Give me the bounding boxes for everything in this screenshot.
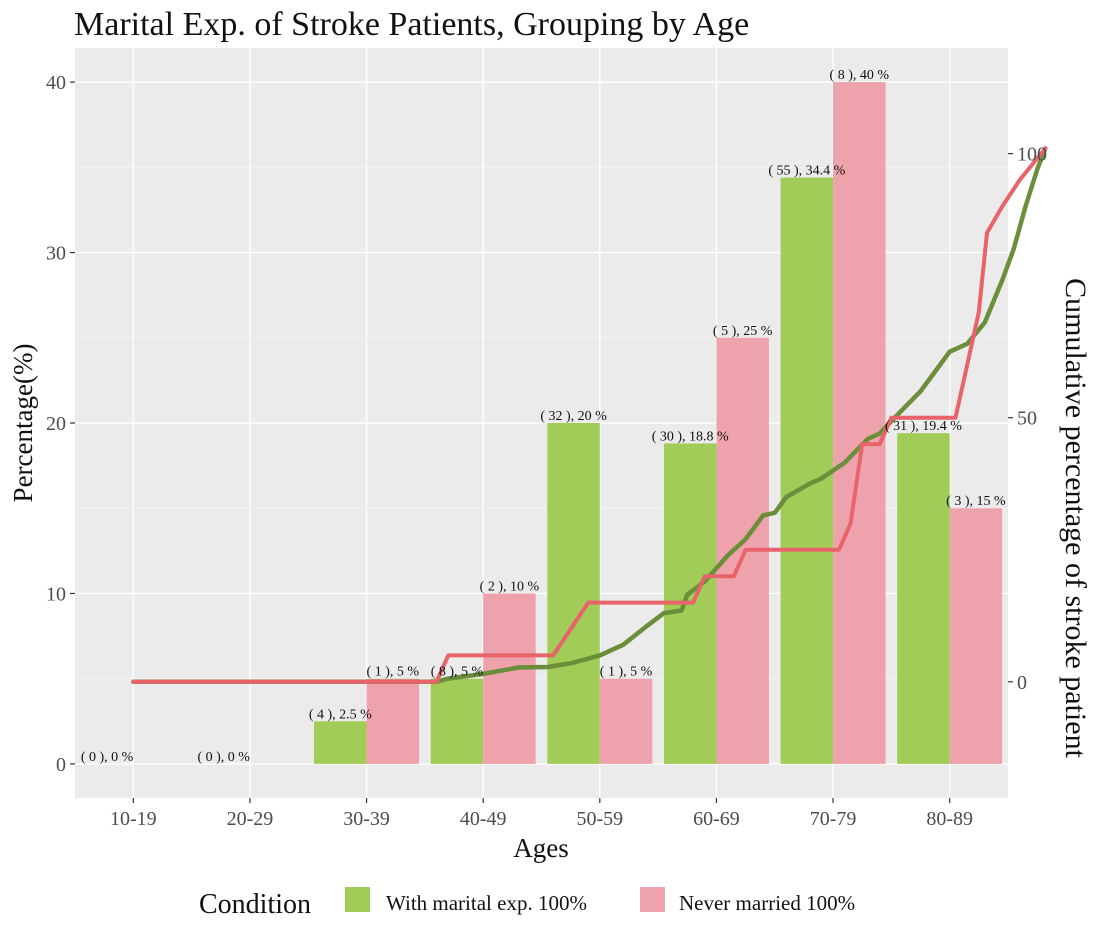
x-tick-label: 20-29	[227, 808, 274, 830]
bar-with-marital-80-89	[897, 433, 950, 764]
cumulative-line-never-married	[131, 146, 1048, 684]
data-label: ( 8 ), 5 %	[431, 665, 484, 680]
data-label: ( 0 ), 0 %	[197, 750, 250, 765]
data-label: ( 2 ), 10 %	[480, 579, 540, 594]
chart-title: Marital Exp. of Stroke Patients, Groupin…	[74, 6, 749, 43]
x-axis: 10-19 20-29 30-39 40-49 50-59 60-69 70-79 80-89	[110, 798, 973, 830]
y-tick-label: 0	[56, 754, 66, 776]
bar-with-marital-30-39	[314, 721, 367, 764]
legend-swatch-never-married	[640, 887, 665, 912]
bar-with-marital-50-59	[547, 423, 600, 764]
y2-axis-title: Cumulative percentage of stroke patient	[1059, 278, 1092, 758]
bar-never-married-80-89	[949, 508, 1003, 764]
x-tick-label: 70-79	[810, 808, 857, 830]
legend-label-never-married: Never married 100%	[679, 891, 855, 915]
y2-tick-label: 100	[1017, 144, 1047, 166]
y-tick-label: 40	[46, 72, 66, 94]
data-label: ( 31 ), 19.4 %	[885, 419, 962, 434]
legend-swatch-with-marital	[345, 887, 370, 912]
cumulative-lines	[131, 146, 1048, 685]
data-label: ( 4 ), 2.5 %	[309, 707, 372, 722]
y-tick-label: 20	[46, 413, 66, 435]
y2-tick-label: 50	[1017, 408, 1037, 430]
x-tick-label: 30-39	[343, 808, 390, 830]
x-tick-label: 80-89	[926, 808, 973, 830]
legend: Condition With marital exp. 100% Never m…	[199, 887, 855, 920]
data-label: ( 0 ), 0 %	[81, 750, 134, 765]
y-tick-label: 30	[46, 243, 66, 265]
x-axis-title: Ages	[513, 833, 569, 863]
x-tick-label: 10-19	[110, 808, 157, 830]
data-label: ( 3 ), 15 %	[946, 494, 1006, 509]
data-label: ( 55 ), 34.4 %	[768, 164, 845, 179]
data-label: ( 1 ), 5 %	[600, 665, 653, 680]
y-axis-title: Percentage(%)	[8, 344, 38, 503]
x-tick-label: 40-49	[460, 808, 507, 830]
bar-never-married-50-59	[599, 678, 653, 764]
y-tick-label: 10	[46, 583, 66, 605]
bar-never-married-40-49	[483, 593, 536, 764]
bar-with-marital-70-79	[780, 177, 834, 764]
data-label: ( 5 ), 25 %	[713, 324, 773, 339]
data-label: ( 8 ), 40 %	[830, 68, 890, 83]
data-labels: ( 0 ), 0 % ( 0 ), 0 % ( 4 ), 2.5 % ( 8 ), 5…	[81, 68, 1006, 765]
y-axis-left: 0 10 20 30 40	[46, 72, 75, 776]
legend-title: Condition	[199, 889, 311, 920]
y-axis-right: 0 50 100	[1008, 144, 1047, 694]
data-label: ( 1 ), 5 %	[367, 665, 420, 680]
legend-label-with-marital: With marital exp. 100%	[386, 891, 587, 915]
x-tick-label: 50-59	[576, 808, 623, 830]
bar-with-marital-40-49	[430, 678, 484, 764]
x-tick-label: 60-69	[693, 808, 740, 830]
y2-tick-label: 0	[1017, 672, 1027, 694]
bar-never-married-70-79	[833, 82, 886, 764]
bar-never-married-30-39	[366, 678, 420, 764]
data-label: ( 30 ), 18.8 %	[652, 429, 729, 444]
data-label: ( 32 ), 20 %	[540, 409, 607, 424]
